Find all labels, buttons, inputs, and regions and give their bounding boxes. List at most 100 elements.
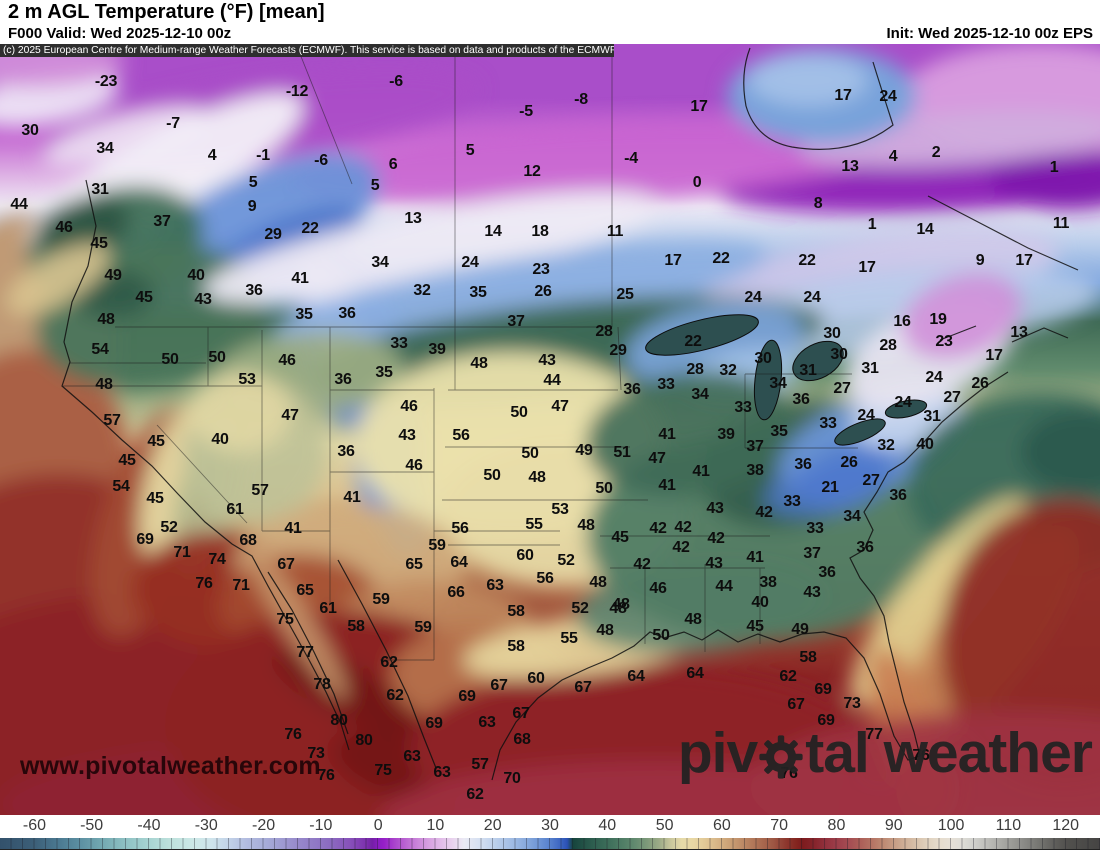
- temp-label: 18: [531, 223, 549, 240]
- temp-label: 49: [791, 621, 809, 638]
- temp-label: 77: [865, 726, 883, 743]
- temp-label: 17: [858, 259, 876, 276]
- temp-label: 25: [616, 286, 634, 303]
- temp-label: 30: [754, 350, 772, 367]
- temp-label: 37: [507, 313, 525, 330]
- temp-label: 23: [532, 261, 550, 278]
- temp-label: 67: [490, 677, 508, 694]
- temp-label: 1: [867, 216, 877, 233]
- colorbar-cell-grid: [0, 838, 1100, 849]
- temp-label: 45: [746, 618, 764, 635]
- temp-label: 38: [759, 574, 777, 591]
- temp-label: 30: [823, 325, 841, 342]
- temp-label: -6: [389, 73, 403, 90]
- temp-label: 24: [461, 254, 479, 271]
- temp-label: 36: [856, 539, 874, 556]
- temp-label: 36: [818, 564, 836, 581]
- temp-label: 30: [21, 122, 39, 139]
- temp-label: 22: [684, 333, 702, 350]
- temp-label: 36: [334, 371, 352, 388]
- temp-label: 55: [525, 516, 543, 533]
- temp-label: 48: [528, 469, 546, 486]
- colorbar-tick-label: 20: [483, 817, 502, 834]
- temp-label: 50: [510, 404, 528, 421]
- colorbar-tick-label: 10: [426, 817, 445, 834]
- temp-label: 42: [672, 539, 690, 556]
- temp-label: 48: [609, 600, 627, 617]
- temp-label: 50: [595, 480, 613, 497]
- temp-label: 41: [658, 477, 676, 494]
- temp-label: 67: [787, 696, 805, 713]
- temp-label: 26: [971, 375, 989, 392]
- temp-label: 63: [403, 748, 421, 765]
- map-canvas: [0, 44, 1100, 815]
- temp-label: 54: [91, 341, 109, 358]
- temp-label: 26: [534, 283, 552, 300]
- temp-label: 43: [803, 584, 821, 601]
- temp-label: 12: [523, 163, 541, 180]
- temp-label: 11: [606, 223, 624, 240]
- colorbar-tick-label: 90: [884, 817, 903, 834]
- temp-label: 36: [337, 443, 355, 460]
- temp-label: 46: [405, 457, 423, 474]
- temperature-map[interactable]: -23 -12 -7 30 34 4 -1 -6 -6 -5 -8 5 6 5 12 -4 0 17 13 14 18 1…: [0, 44, 1100, 815]
- temp-label: 34: [691, 386, 709, 403]
- temp-label: 34: [843, 508, 861, 525]
- temp-label: 41: [746, 549, 764, 566]
- temp-label: 45: [118, 452, 136, 469]
- temp-label: 47: [281, 407, 299, 424]
- temp-label: 71: [232, 577, 250, 594]
- temp-label: 64: [686, 665, 704, 682]
- colorbar-tick-labels: -60 -50 -40 -30 -20 -10 0 10 20 30 40 50 60 70 80 90 100…: [0, 817, 1100, 837]
- temp-label: 63: [433, 764, 451, 781]
- temp-label: 36: [889, 487, 907, 504]
- temp-label: 33: [819, 415, 837, 432]
- temp-label: 16: [893, 313, 911, 330]
- temp-label: 41: [343, 489, 361, 506]
- temp-label: 11: [1052, 215, 1070, 232]
- temp-label: 77: [296, 644, 314, 661]
- temp-label: 4: [207, 147, 217, 164]
- temp-label: 17: [985, 347, 1003, 364]
- temp-label: 42: [674, 519, 692, 536]
- temp-label: 44: [10, 196, 28, 213]
- temp-label: 41: [658, 426, 676, 443]
- temp-label: 45: [146, 490, 164, 507]
- temp-label: 70: [503, 770, 521, 787]
- temp-label: 44: [543, 372, 561, 389]
- temp-label: 67: [574, 679, 592, 696]
- temp-label: 33: [806, 520, 824, 537]
- temp-label: 41: [291, 270, 309, 287]
- valid-time: F000 Valid: Wed 2025-12-10 00z: [8, 25, 232, 42]
- temp-label: 57: [103, 412, 121, 429]
- colorbar-tick-label: -40: [137, 817, 161, 834]
- temp-label: 24: [744, 289, 762, 306]
- temp-label: 36: [245, 282, 263, 299]
- temp-label: 73: [843, 695, 861, 712]
- temp-label: 1: [1049, 159, 1059, 176]
- temp-label: 63: [486, 577, 504, 594]
- temp-label: 40: [916, 436, 934, 453]
- temp-label: 45: [135, 289, 153, 306]
- colorbar-tick-label: 30: [541, 817, 559, 834]
- temp-label: 50: [161, 351, 179, 368]
- temp-label: 69: [425, 715, 443, 732]
- temp-label: 40: [187, 267, 205, 284]
- temp-label: 24: [925, 369, 943, 386]
- temp-label: 38: [746, 462, 764, 479]
- temp-label: 60: [527, 670, 545, 687]
- temp-label: 28: [595, 323, 613, 340]
- temp-label: -5: [519, 103, 533, 120]
- temp-label: 80: [330, 712, 348, 729]
- state-borders: [63, 44, 858, 661]
- temp-label: 13: [404, 210, 422, 227]
- temp-label: 22: [301, 220, 319, 237]
- temp-label: 53: [238, 371, 256, 388]
- temp-label: 49: [104, 267, 122, 284]
- temp-label: 57: [251, 482, 269, 499]
- pivotal-weather-logo: piv tal weather: [678, 725, 1093, 782]
- temp-label: 43: [538, 352, 556, 369]
- temp-label: 50: [521, 445, 539, 462]
- temp-label: 42: [649, 520, 667, 537]
